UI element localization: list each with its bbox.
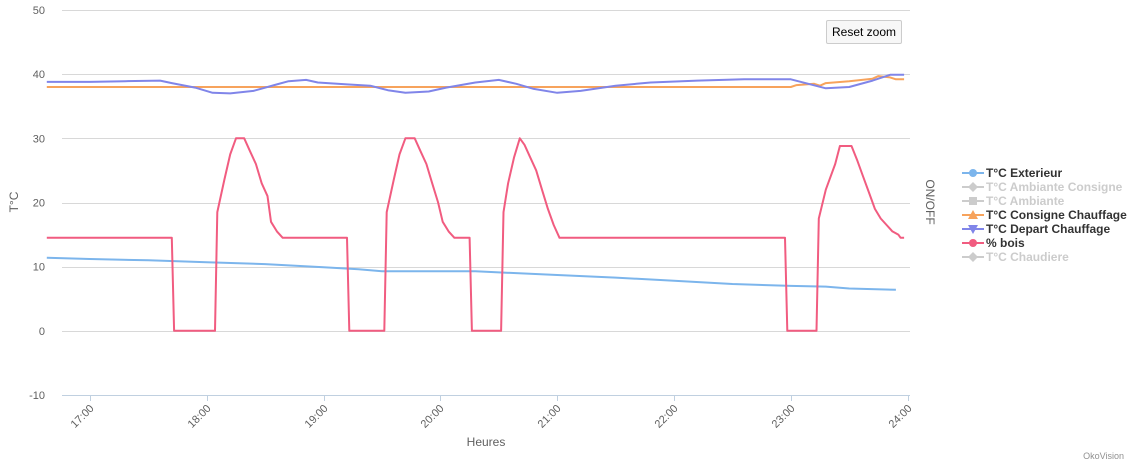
- x-axis-title: Heures: [467, 435, 506, 449]
- y-tick-label: 20: [33, 198, 45, 210]
- x-tick-label: 17:00: [69, 403, 97, 431]
- series-line-3[interactable]: [46, 75, 905, 88]
- legend-label: T°C Consigne Chauffage: [986, 208, 1127, 222]
- legend-label: T°C Ambiante: [986, 194, 1065, 208]
- series-line-4[interactable]: [46, 73, 905, 95]
- legend-item[interactable]: T°C Consigne Chauffage: [962, 208, 1127, 222]
- legend-item[interactable]: % bois: [962, 236, 1127, 250]
- legend-item[interactable]: T°C Ambiante: [962, 194, 1127, 208]
- x-tick-label: 23:00: [770, 403, 798, 431]
- y-tick-label: -10: [29, 390, 45, 402]
- y2-axis-title: ON/OFF: [923, 179, 937, 224]
- x-tick-label: 19:00: [303, 403, 331, 431]
- x-tick-label: 18:00: [186, 403, 214, 431]
- chart-legend: T°C Exterieur T°C Ambiante Consigne T°C Am…: [962, 166, 1127, 264]
- y-tick-label: 30: [33, 133, 45, 145]
- reset-zoom-button[interactable]: Reset zoom: [826, 20, 902, 44]
- legend-diamond-icon: [962, 180, 984, 194]
- legend-circle-icon: [962, 236, 984, 250]
- legend-item[interactable]: T°C Depart Chauffage: [962, 222, 1127, 236]
- x-axis-ticks: 17:00 18:00 19:00 20:00 21:00 22:00 23:00 24:00: [69, 395, 915, 431]
- y-axis-title: T°C: [7, 191, 21, 212]
- legend-square-icon: [962, 194, 984, 208]
- legend-diamond-icon: [962, 250, 984, 264]
- series-lines: [46, 73, 905, 332]
- x-tick-label: 21:00: [536, 403, 564, 431]
- legend-triangle-icon: [962, 208, 984, 222]
- series-line-0[interactable]: [46, 256, 896, 291]
- credits-label[interactable]: OkoVision: [1083, 451, 1124, 461]
- legend-label: T°C Exterieur: [986, 166, 1063, 180]
- legend-triangle-down-icon: [962, 222, 984, 236]
- y-tick-label: 0: [39, 326, 45, 338]
- y-tick-label: 10: [33, 262, 45, 274]
- legend-label: T°C Ambiante Consigne: [986, 180, 1123, 194]
- x-tick-label: 22:00: [653, 403, 681, 431]
- y-tick-label: 40: [33, 69, 45, 81]
- legend-label: T°C Chaudiere: [986, 250, 1069, 264]
- series-line-5[interactable]: [46, 137, 905, 332]
- y-tick-label: 50: [33, 5, 45, 17]
- legend-item[interactable]: T°C Chaudiere: [962, 250, 1127, 264]
- legend-label: % bois: [986, 236, 1025, 250]
- legend-item[interactable]: T°C Exterieur: [962, 166, 1127, 180]
- legend-circle-icon: [962, 166, 984, 180]
- y-axis-tick-labels: -10 0 10 20 30 40 50: [29, 5, 45, 402]
- legend-item[interactable]: T°C Ambiante Consigne: [962, 180, 1127, 194]
- x-tick-label: 20:00: [419, 403, 447, 431]
- gridlines: [62, 10, 910, 396]
- x-tick-label: 24:00: [887, 403, 915, 431]
- legend-label: T°C Depart Chauffage: [986, 222, 1111, 236]
